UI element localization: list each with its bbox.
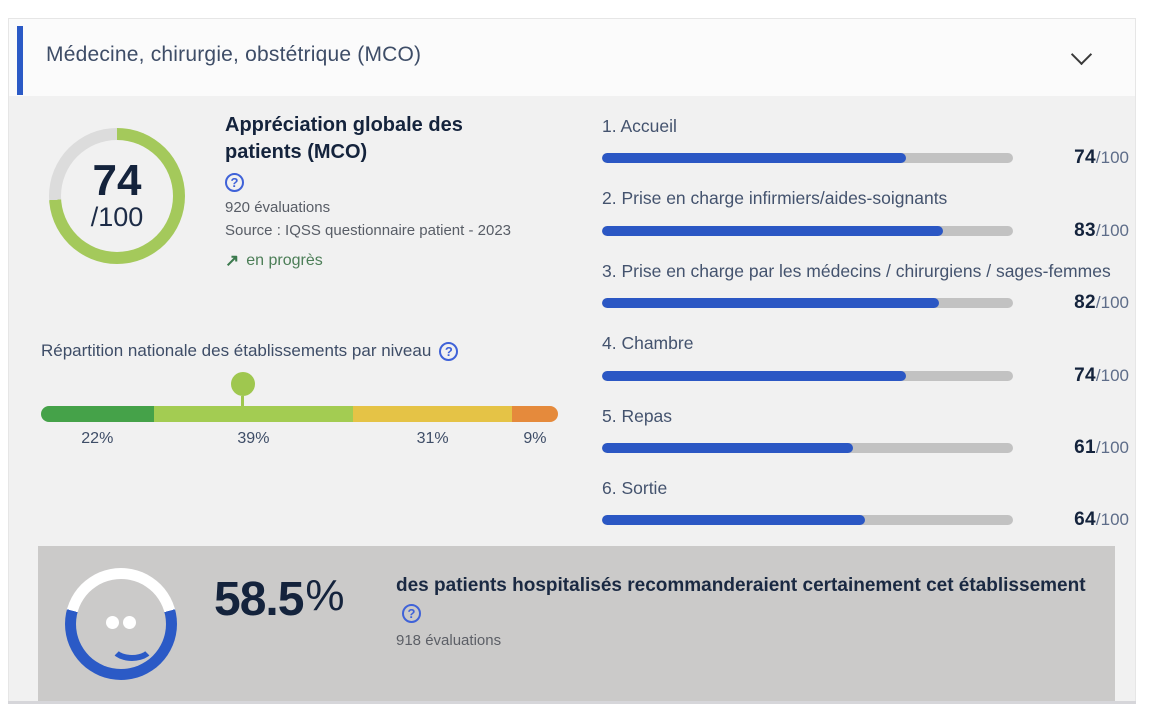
distribution-title: Répartition nationale des établissements… [41, 341, 558, 361]
recommendation-percent: 58.5 % [214, 571, 345, 626]
panel-header[interactable]: Médecine, chirurgie, obstétrique (MCO) [9, 19, 1135, 96]
segment-label: 39% [237, 430, 270, 447]
help-icon[interactable]: ? [439, 341, 459, 361]
criteria-bar-track [602, 370, 1013, 381]
criteria-bar-track [602, 515, 1013, 526]
segment-lightgreen [153, 406, 354, 422]
criteria-bar-fill [602, 442, 853, 453]
criteria-label: 4. Chambre [602, 333, 694, 354]
marker-head [230, 372, 255, 396]
segment-yellow [353, 406, 512, 422]
criteria-label: 1. Accueil [602, 116, 677, 136]
recommendation-evaluations: 918 évaluations [396, 632, 502, 650]
chevron-down-icon[interactable] [1070, 43, 1093, 66]
smiley-mouth [109, 629, 155, 661]
criteria-bar-track [602, 153, 1013, 164]
percent-sign: % [305, 571, 345, 620]
gauge-score: 74 [92, 156, 142, 206]
criteria-label: 2. Prise en charge infirmiers/aides-soig… [602, 188, 948, 209]
criteria-bar-track [602, 225, 1013, 236]
criteria-bar-fill [602, 298, 940, 309]
help-icon[interactable]: ? [402, 604, 421, 624]
smiley-ring [65, 568, 177, 680]
appreciation-title: Appréciation globale des patients (MCO) [225, 114, 463, 163]
criteria-score: 64/100 [1074, 509, 1129, 531]
distribution-bar-area [41, 372, 558, 422]
global-score-gauge: 74 /100 [49, 128, 185, 264]
distribution-title-text: Répartition nationale des établissements… [41, 341, 432, 360]
criteria-bar-track [602, 298, 1013, 309]
trend-up-icon: ↗ [225, 250, 240, 270]
recommendation-text-block: des patients hospitalisés recommanderaie… [396, 570, 1096, 649]
criteria-row-accueil: 1. Accueil 74/100 [602, 110, 1129, 169]
criteria-score: 61/100 [1074, 436, 1129, 458]
distribution-bar [41, 406, 558, 422]
source-text: Source : IQSS questionnaire patient - 20… [225, 222, 512, 239]
criteria-score: 83/100 [1074, 219, 1129, 241]
segment-orange [511, 406, 558, 422]
criteria-label: 6. Sortie [602, 477, 668, 498]
criteria-row-infirmiers: 2. Prise en charge infirmiers/aides-soig… [602, 182, 1129, 241]
criteria-row-sortie: 6. Sortie 64/100 [602, 472, 1129, 531]
percent-value: 58.5 [214, 573, 304, 626]
criteria-bar-fill [602, 370, 907, 381]
gauge-max: /100 [90, 202, 144, 233]
recommendation-text: des patients hospitalisés recommanderaie… [396, 575, 1086, 596]
criteria-bar-fill [602, 515, 866, 526]
recommendation-box: 58.5 % des patients hospitalisés recomma… [38, 546, 1115, 704]
criteria-label: 3. Prise en charge par les médecins / ch… [602, 260, 1111, 281]
trend-indicator: ↗ en progrès [225, 251, 575, 271]
smiley-eye-left [106, 616, 119, 629]
criteria-bar-fill [602, 225, 944, 236]
evaluations-count: 920 évaluations [225, 199, 331, 216]
criteria-row-medecins: 3. Prise en charge par les médecins / ch… [602, 255, 1129, 314]
segment-label: 31% [416, 430, 449, 447]
distribution-block: Répartition nationale des établissements… [41, 341, 558, 448]
segment-label: 22% [81, 430, 114, 447]
distribution-labels: 22% 39% 31% 9% [41, 430, 558, 448]
gauge-inner: 74 /100 [61, 140, 173, 252]
criteria-score: 74/100 [1074, 364, 1129, 386]
accent-bar [17, 26, 23, 95]
help-icon[interactable]: ? [225, 173, 244, 192]
smiley-eye-right [123, 616, 136, 629]
panel-body: 74 /100 Appréciation globale des patient… [9, 96, 1135, 704]
criteria-row-chambre: 4. Chambre 74/100 [602, 327, 1129, 386]
segment-green [41, 406, 154, 422]
distribution-marker [230, 372, 255, 406]
appreciation-block: Appréciation globale des patients (MCO) … [225, 112, 575, 271]
criteria-score: 74/100 [1074, 147, 1129, 169]
smiley-face [76, 579, 166, 669]
segment-label: 9% [523, 430, 547, 447]
marker-stem [241, 396, 245, 406]
trend-label: en progrès [246, 251, 323, 269]
criteria-row-repas: 5. Repas 61/100 [602, 400, 1129, 459]
mco-panel: Médecine, chirurgie, obstétrique (MCO) 7… [8, 18, 1136, 704]
criteria-list: 1. Accueil 74/100 2. Prise en charge inf… [602, 110, 1129, 544]
criteria-bar-fill [602, 153, 907, 164]
criteria-bar-track [602, 442, 1013, 453]
criteria-label: 5. Repas [602, 405, 673, 426]
criteria-score: 82/100 [1074, 292, 1129, 314]
panel-title: Médecine, chirurgie, obstétrique (MCO) [46, 43, 422, 66]
next-section-divider [8, 701, 1136, 704]
